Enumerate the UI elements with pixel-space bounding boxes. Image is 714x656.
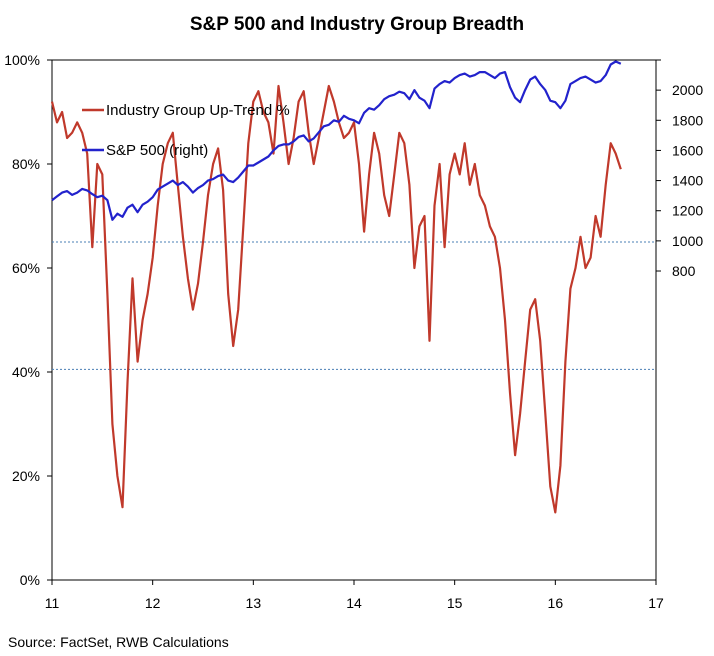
x-tick-label-1: 12: [145, 595, 161, 611]
x-tick-label-0: 11: [45, 595, 60, 611]
x-tick-label-2: 13: [246, 595, 262, 611]
y-right-tick-label-1: 1000: [672, 233, 703, 249]
series-line-0: [50, 84, 622, 514]
x-tick-label-5: 16: [548, 595, 564, 611]
y-right-tick-label-4: 1600: [672, 142, 703, 158]
source-note: Source: FactSet, RWB Calculations: [8, 634, 229, 650]
x-tick-label-4: 15: [447, 595, 463, 611]
series-line-1: [51, 60, 622, 221]
y-left-tick-label-2: 40%: [12, 364, 40, 380]
y-right-tick-label-2: 1200: [672, 203, 703, 219]
y-left-tick-label-5: 100%: [4, 52, 40, 68]
y-right-tick-label-3: 1400: [672, 173, 703, 189]
y-right-tick-label-0: 800: [672, 263, 696, 279]
legend-label-0: Industry Group Up-Trend %: [106, 102, 290, 119]
x-tick-label-6: 17: [648, 595, 664, 611]
legend-label-1: S&P 500 (right): [106, 142, 208, 159]
y-left-tick-label-4: 80%: [12, 156, 40, 172]
y-left-tick-label-1: 20%: [12, 468, 40, 484]
y-right-tick-label-5: 1800: [672, 112, 703, 128]
x-tick-label-3: 14: [346, 595, 362, 611]
y-left-tick-label-0: 0%: [20, 572, 40, 588]
y-left-tick-label-3: 60%: [12, 260, 40, 276]
y-right-tick-label-6: 2000: [672, 82, 703, 98]
chart-title: S&P 500 and Industry Group Breadth: [189, 14, 525, 35]
